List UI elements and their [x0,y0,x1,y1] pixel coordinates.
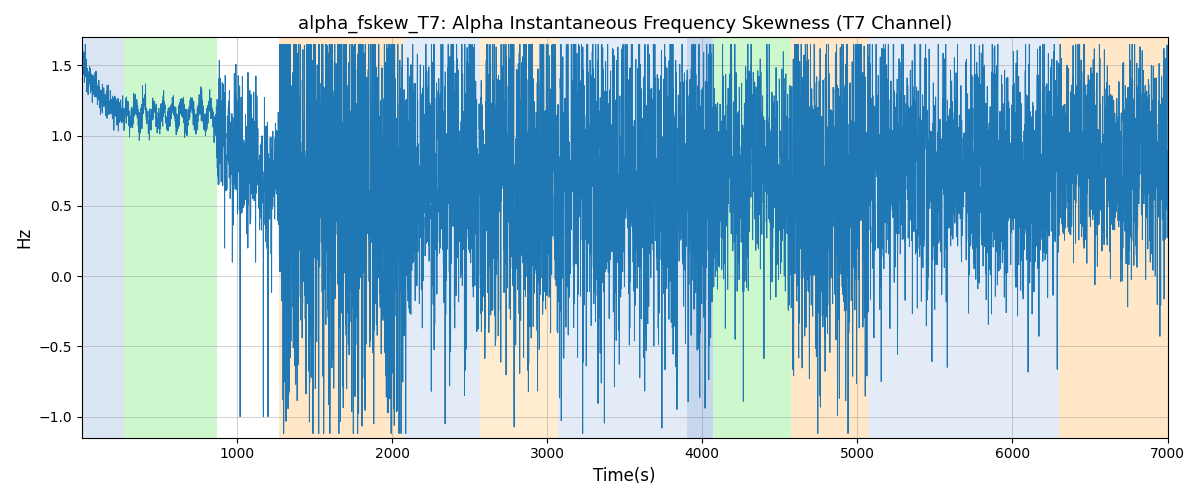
Bar [124,38,217,438]
Bar [278,38,403,438]
Bar [558,38,686,438]
Bar [82,38,124,438]
Bar [791,38,868,438]
Bar [713,38,791,438]
Bar [480,38,558,438]
Bar [403,38,480,438]
Bar [868,38,1058,438]
Bar [1058,38,1168,438]
Bar [686,38,713,438]
Title: alpha_fskew_T7: Alpha Instantaneous Frequency Skewness (T7 Channel): alpha_fskew_T7: Alpha Instantaneous Freq… [298,15,952,34]
Y-axis label: Hz: Hz [14,227,32,248]
X-axis label: Time(s): Time(s) [594,467,656,485]
